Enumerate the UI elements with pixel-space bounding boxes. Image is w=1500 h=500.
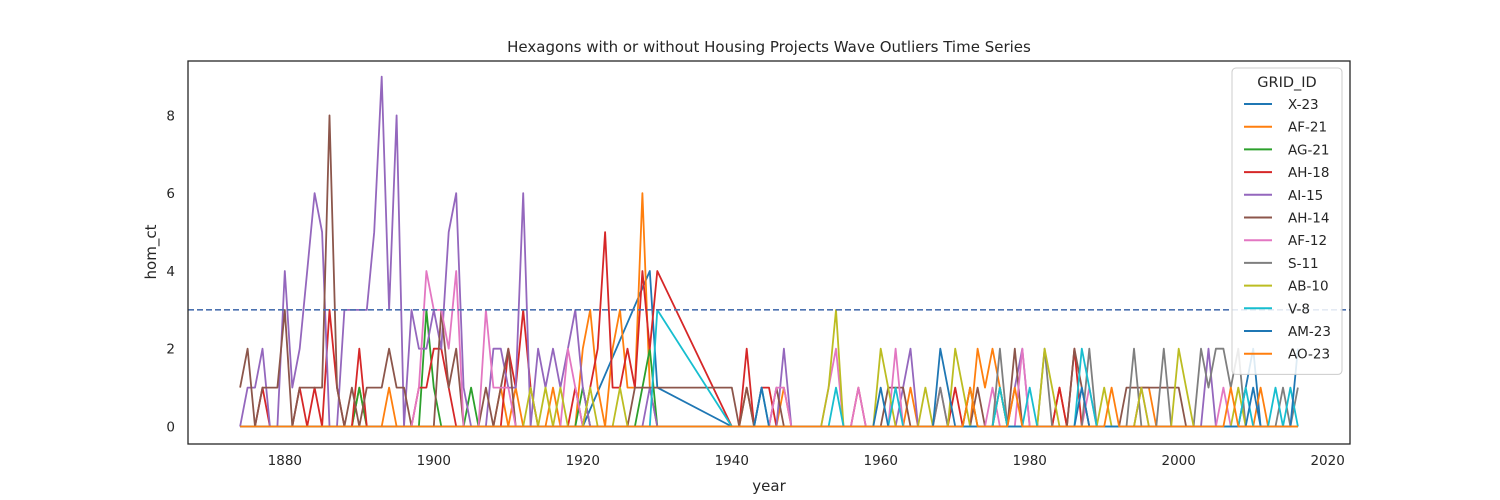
chart-title: Hexagons with or without Housing Project… (507, 38, 1031, 56)
y-tick-label: 0 (166, 420, 175, 436)
legend-entry: AG-21 (1288, 142, 1330, 158)
legend-entry: V-8 (1288, 301, 1310, 317)
x-tick-label: 1980 (1013, 453, 1047, 469)
x-tick-label: 1920 (566, 453, 600, 469)
legend-entry: AF-12 (1288, 233, 1327, 249)
y-tick-label: 2 (166, 342, 175, 358)
legend-box (1231, 67, 1343, 375)
series-line-ai-15 (239, 75, 1298, 428)
legend-entry: AH-18 (1288, 165, 1329, 181)
y-axis-label: hom_ct (142, 224, 161, 279)
legend: GRID_ID X-23 AF-21 AG-21 AH-18 AI-15 AH-14 AF-1… (1231, 67, 1343, 375)
legend-title: GRID_ID (1257, 75, 1316, 91)
x-tick-label: 1940 (715, 453, 749, 469)
legend-entry: AB-10 (1288, 279, 1329, 295)
legend-entry: S-11 (1288, 256, 1319, 272)
legend-entry: X-23 (1288, 97, 1319, 113)
y-tick-label: 6 (166, 186, 175, 202)
x-axis-ticks: 1880 1900 1920 1940 1960 1980 2000 2020 (268, 453, 1345, 469)
x-tick-label: 1900 (417, 453, 451, 469)
y-tick-label: 8 (166, 108, 175, 124)
y-tick-label: 4 (166, 264, 175, 280)
x-tick-label: 2000 (1161, 453, 1195, 469)
x-tick-label: 2020 (1310, 453, 1344, 469)
legend-entry: AO-23 (1288, 347, 1330, 363)
x-tick-label: 1880 (268, 453, 302, 469)
plot-frame (187, 60, 1351, 445)
legend-entry: AI-15 (1288, 188, 1323, 204)
x-axis-label: year (752, 477, 786, 495)
series-line-ao-23 (240, 386, 1298, 428)
y-axis-ticks: 0 2 4 6 8 (166, 108, 175, 435)
legend-entry: AF-21 (1288, 120, 1327, 136)
x-tick-label: 1960 (864, 453, 898, 469)
series-line-ah-14 (239, 114, 1298, 428)
legend-entry: AH-14 (1288, 211, 1329, 227)
legend-entry: AM-23 (1288, 324, 1331, 340)
series-line-ab-10 (240, 308, 1298, 428)
series-layer (239, 75, 1299, 428)
